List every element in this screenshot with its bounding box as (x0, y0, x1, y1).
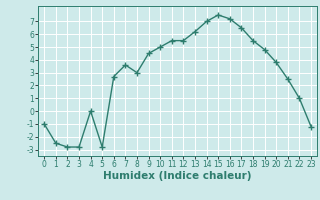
X-axis label: Humidex (Indice chaleur): Humidex (Indice chaleur) (103, 171, 252, 181)
